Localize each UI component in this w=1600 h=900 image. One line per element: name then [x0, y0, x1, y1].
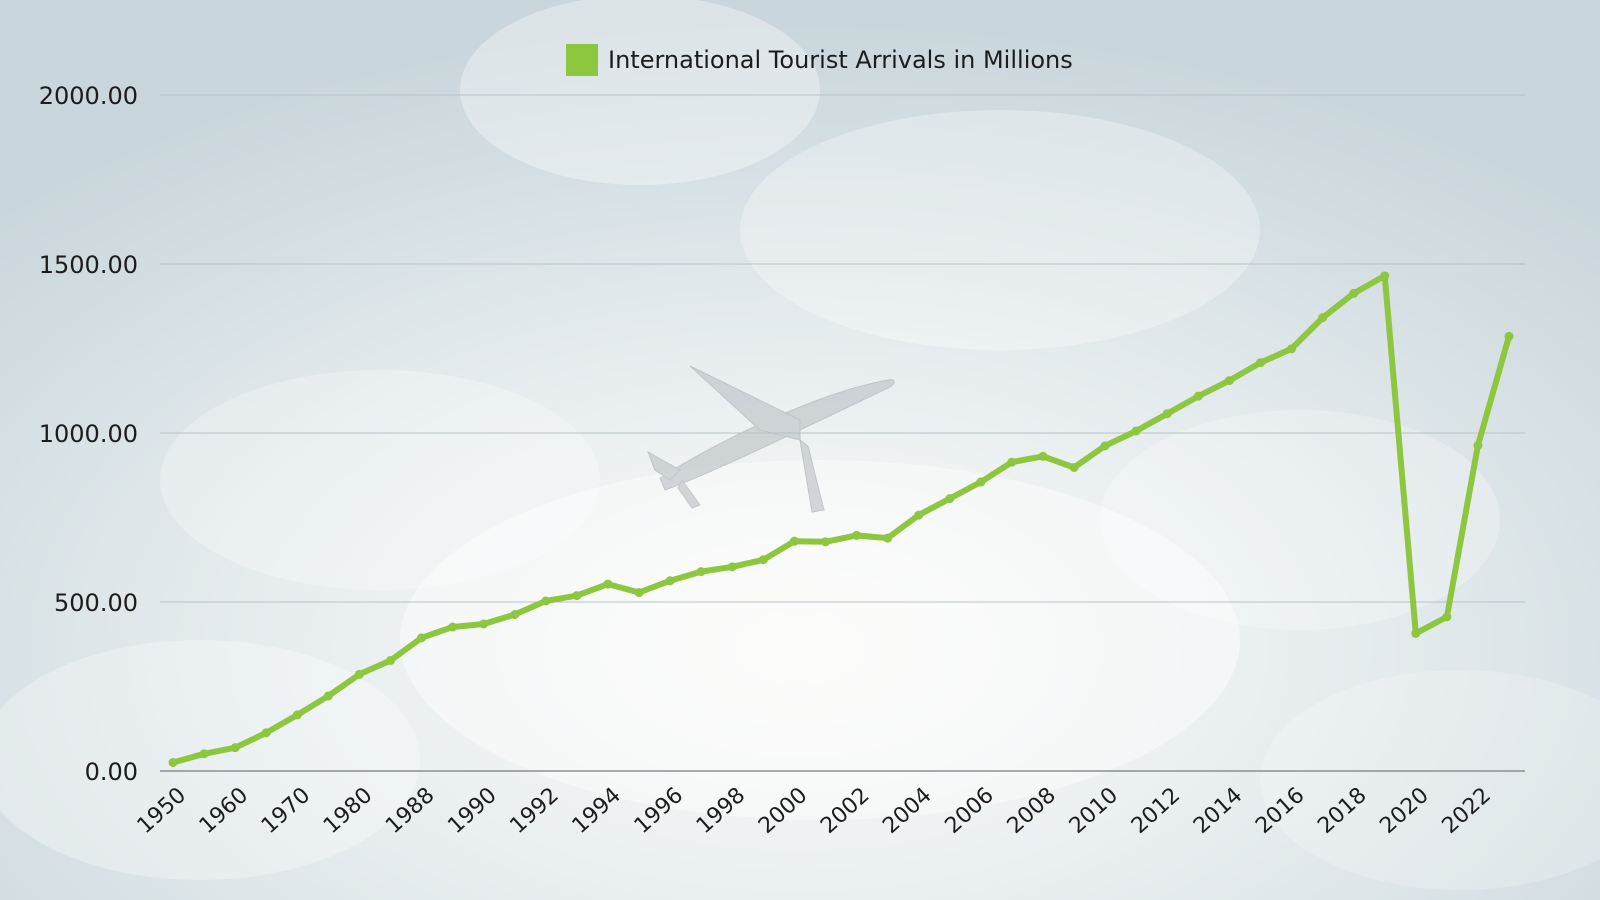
x-tick-label: 1950 [133, 783, 191, 839]
x-tick-label: 1960 [195, 783, 253, 839]
data-point [385, 655, 395, 665]
data-point [1162, 409, 1172, 419]
data-point [541, 596, 551, 606]
data-point [230, 743, 240, 753]
data-point [696, 567, 706, 577]
data-point [354, 669, 364, 679]
x-tick-label: 2004 [878, 783, 936, 839]
data-point [417, 633, 427, 643]
x-tick-label: 1980 [319, 783, 377, 839]
data-point [665, 576, 675, 586]
data-point [199, 749, 209, 759]
data-point [1255, 358, 1265, 368]
data-point [448, 622, 458, 632]
data-point [510, 610, 520, 620]
data-point [976, 477, 986, 487]
data-point [758, 555, 768, 565]
data-point [1504, 331, 1514, 341]
y-tick-label: 0.00 [85, 758, 138, 786]
data-point [789, 536, 799, 546]
legend: International Tourist Arrivals in Millio… [566, 44, 1073, 76]
gridlines [160, 94, 1525, 772]
data-point [1349, 288, 1359, 298]
data-point [1411, 628, 1421, 638]
data-point [1318, 313, 1328, 323]
data-point [1473, 441, 1483, 451]
x-tick-label: 2000 [754, 783, 812, 839]
data-point [1193, 391, 1203, 401]
data-point [634, 588, 644, 598]
x-tick-label: 1990 [443, 783, 501, 839]
x-tick-label: 2010 [1065, 783, 1123, 839]
data-point [261, 728, 271, 738]
data-point [1224, 376, 1234, 386]
x-tick-label: 1988 [381, 783, 439, 839]
y-tick-label: 1000.00 [39, 420, 138, 448]
x-tick-label: 2018 [1313, 783, 1371, 839]
y-axis-ticks: 0.00 500.00 1000.00 1500.00 2000.00 [39, 82, 138, 786]
x-tick-label: 2016 [1251, 783, 1309, 839]
x-tick-label: 2012 [1127, 783, 1185, 839]
legend-label: International Tourist Arrivals in Millio… [608, 46, 1073, 74]
x-tick-label: 2022 [1438, 783, 1496, 839]
y-tick-label: 1500.00 [39, 251, 138, 279]
data-point [323, 691, 333, 701]
data-point [1069, 462, 1079, 472]
data-point [603, 579, 613, 589]
data-point [1131, 426, 1141, 436]
data-point [1380, 271, 1390, 281]
x-tick-label: 1998 [692, 783, 750, 839]
data-point [852, 530, 862, 540]
data-point [572, 591, 582, 601]
data-point [883, 533, 893, 543]
data-point [479, 619, 489, 629]
x-tick-label: 2020 [1375, 783, 1433, 839]
x-tick-label: 1992 [506, 783, 564, 839]
y-tick-label: 500.00 [54, 589, 138, 617]
x-tick-label: 2002 [816, 783, 874, 839]
data-point [1287, 344, 1297, 354]
data-point [727, 562, 737, 572]
x-tick-label: 1994 [568, 783, 626, 839]
data-point [945, 494, 955, 504]
legend-swatch [566, 44, 598, 76]
x-tick-label: 1970 [257, 783, 315, 839]
data-point [292, 710, 302, 720]
data-point [1100, 441, 1110, 451]
series-layer [168, 271, 1514, 768]
x-tick-label: 2008 [1003, 783, 1061, 839]
x-tick-label: 2014 [1189, 783, 1247, 839]
airplane-icon [647, 365, 895, 513]
x-tick-label: 2006 [940, 783, 998, 839]
data-point [1442, 612, 1452, 622]
series-line [170, 272, 1512, 766]
data-point [1038, 451, 1048, 461]
x-tick-label: 1996 [630, 783, 688, 839]
data-point [1007, 457, 1017, 467]
data-point [820, 537, 830, 547]
data-point [168, 758, 178, 768]
y-tick-label: 2000.00 [39, 82, 138, 110]
x-axis-ticks: 1950 1960 1970 1980 1988 1990 1992 1994 1996 1998… [133, 783, 1496, 839]
data-point [914, 510, 924, 520]
